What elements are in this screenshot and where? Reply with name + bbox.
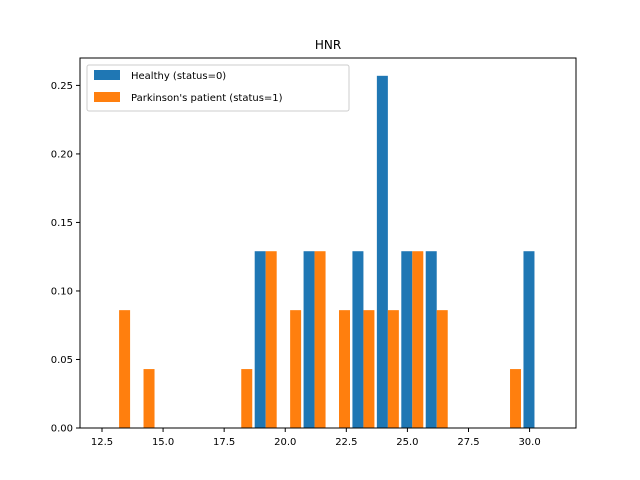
legend: Healthy (status=0) Parkinson's patient (… xyxy=(86,64,350,112)
x-tick-label: 27.5 xyxy=(457,437,479,448)
x-tick-label: 12.5 xyxy=(91,437,113,448)
bar-series0-bin6 xyxy=(254,251,266,428)
plot-frame xyxy=(79,57,577,429)
x-tick-label: 20.0 xyxy=(274,437,296,448)
bar-series1-bin0 xyxy=(119,310,131,428)
bar-series1-bin11 xyxy=(387,310,399,428)
bar-series1-bin7 xyxy=(290,310,302,428)
bars-layer xyxy=(119,75,535,428)
bar-series0-bin12 xyxy=(401,251,413,428)
legend-label-healthy: Healthy (status=0) xyxy=(131,71,226,82)
bar-series1-bin6 xyxy=(265,251,277,428)
bar-series1-bin9 xyxy=(339,310,350,428)
legend-frame xyxy=(86,64,350,112)
bar-series1-bin8 xyxy=(314,251,326,428)
x-tick-label: 30.0 xyxy=(518,437,540,448)
bar-series0-bin13 xyxy=(425,251,437,428)
x-axis: 12.5 15.0 17.5 20.0 22.5 25.0 27.5 30.0 xyxy=(91,428,541,448)
x-tick-label: 15.0 xyxy=(152,437,174,448)
legend-swatch-parkinsons xyxy=(94,92,120,102)
bar-series0-bin17 xyxy=(523,251,535,428)
y-axis: 0.00 0.05 0.10 0.15 0.20 0.25 xyxy=(51,81,80,435)
chart-title: HNR xyxy=(315,38,341,52)
bar-series1-bin12 xyxy=(412,251,424,428)
y-tick-label: 0.25 xyxy=(51,81,73,92)
x-tick-label: 22.5 xyxy=(335,437,357,448)
bar-series1-bin16 xyxy=(510,369,522,428)
y-tick-label: 0.10 xyxy=(51,286,73,297)
x-tick-label: 25.0 xyxy=(396,437,418,448)
y-tick-label: 0.05 xyxy=(51,355,73,366)
bar-series1-bin10 xyxy=(363,310,375,428)
bar-series0-bin11 xyxy=(376,75,388,428)
x-tick-label: 17.5 xyxy=(213,437,235,448)
bar-series0-bin10 xyxy=(352,251,364,428)
legend-swatch-healthy xyxy=(94,70,120,80)
y-tick-label: 0.00 xyxy=(51,424,73,435)
bar-series1-bin5 xyxy=(241,369,253,428)
bar-series0-bin8 xyxy=(303,251,315,428)
bar-series1-bin1 xyxy=(143,369,155,428)
y-tick-label: 0.15 xyxy=(51,218,73,229)
legend-label-parkinsons: Parkinson's patient (status=1) xyxy=(131,93,283,104)
bar-series1-bin13 xyxy=(436,310,448,428)
y-tick-label: 0.20 xyxy=(51,149,73,160)
